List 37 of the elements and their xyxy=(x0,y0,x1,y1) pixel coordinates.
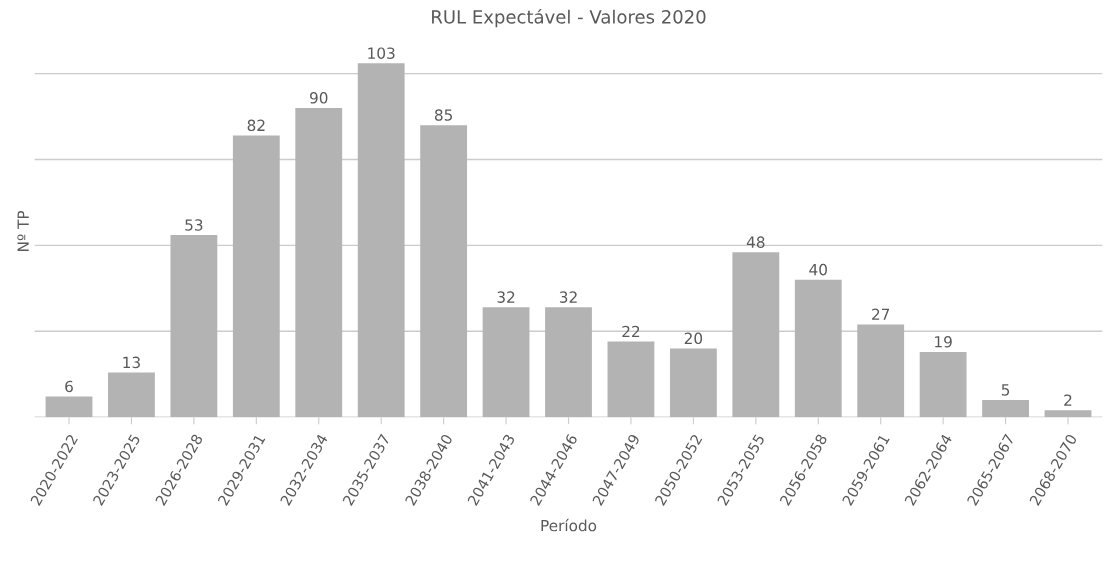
bar xyxy=(45,396,93,418)
bar xyxy=(919,351,967,418)
data-label: 53 xyxy=(185,219,203,231)
data-label: 20 xyxy=(684,332,703,345)
data-label: 13 xyxy=(123,356,140,369)
bar xyxy=(669,348,717,418)
bar xyxy=(108,372,155,418)
data-label: 5 xyxy=(1001,384,1010,396)
data-label: 32 xyxy=(497,291,515,303)
bar xyxy=(732,252,780,418)
data-label: 90 xyxy=(309,92,328,104)
data-label: 103 xyxy=(368,47,395,59)
data-label: 19 xyxy=(935,336,952,348)
bar xyxy=(857,324,905,418)
data-label: 85 xyxy=(434,109,453,121)
bar xyxy=(357,63,405,418)
bar xyxy=(982,400,1029,418)
bar xyxy=(1044,410,1092,418)
bar xyxy=(794,279,842,418)
bar xyxy=(232,135,280,418)
bar xyxy=(170,235,218,418)
bar xyxy=(295,107,343,418)
data-label: 32 xyxy=(559,291,577,303)
data-label: 48 xyxy=(746,236,765,248)
data-label: 27 xyxy=(872,308,890,320)
data-label: 40 xyxy=(809,263,827,276)
y-axis-title: Nº TP xyxy=(17,210,29,251)
bar xyxy=(420,125,468,418)
chart-title: RUL Expectável - Valores 2020 xyxy=(432,8,706,28)
data-label: 6 xyxy=(65,380,73,393)
bar xyxy=(482,307,530,418)
data-label: 82 xyxy=(247,119,265,132)
x-axis-title: Período xyxy=(541,518,597,532)
bar xyxy=(545,307,592,418)
data-label: 22 xyxy=(622,325,640,338)
data-label: 2 xyxy=(1064,394,1072,406)
bar xyxy=(607,341,655,418)
